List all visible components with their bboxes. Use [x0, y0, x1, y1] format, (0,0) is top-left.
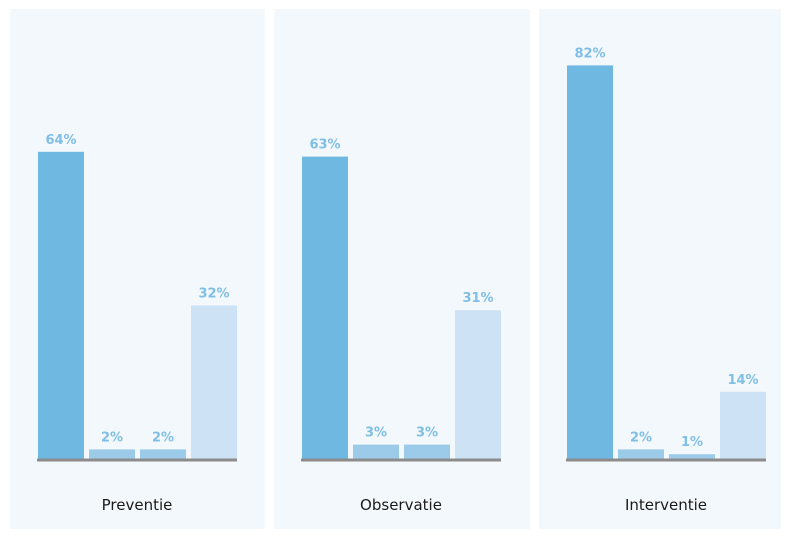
bar-chart-preventie: 64% 2% 2% 32% Preventie — [37, 133, 237, 514]
bar-value-label: 2% — [630, 430, 652, 445]
bar-chart-interventie: 82% 2% 1% 14% Interventie — [566, 46, 766, 514]
bar-2 — [618, 449, 664, 459]
bar-value-label: 82% — [574, 46, 605, 61]
bar-value-label: 3% — [365, 426, 387, 441]
bar-4 — [720, 391, 766, 459]
category-label: Interventie — [625, 496, 707, 514]
bar-value-label: 31% — [462, 291, 493, 306]
bar-value-label: 2% — [152, 430, 174, 445]
bar-3 — [404, 444, 450, 459]
bar-3 — [669, 454, 715, 459]
bar-value-label: 14% — [727, 373, 758, 388]
category-label: Observatie — [360, 496, 442, 514]
bar-1 — [302, 156, 348, 459]
bar-1 — [567, 65, 613, 460]
bar-value-label: 3% — [416, 426, 438, 441]
bar-1 — [38, 151, 84, 460]
bar-value-label: 64% — [45, 133, 76, 148]
bar-2 — [353, 444, 399, 459]
bar-value-label: 1% — [681, 435, 703, 450]
bar-2 — [89, 449, 135, 459]
bar-4 — [455, 310, 501, 459]
bar-value-label: 2% — [101, 430, 123, 445]
chart-panel-preventie: 64% 2% 2% 32% Preventie — [10, 9, 265, 529]
category-label: Preventie — [102, 496, 173, 514]
bar-4 — [191, 305, 237, 459]
bar-value-label: 63% — [309, 138, 340, 153]
chart-panel-observatie: 63% 3% 3% 31% Observatie — [274, 9, 530, 529]
chart-panel-interventie: 82% 2% 1% 14% Interventie — [539, 9, 781, 529]
bar-3 — [140, 449, 186, 459]
bar-value-label: 32% — [198, 286, 229, 301]
bar-chart-observatie: 63% 3% 3% 31% Observatie — [301, 138, 501, 514]
